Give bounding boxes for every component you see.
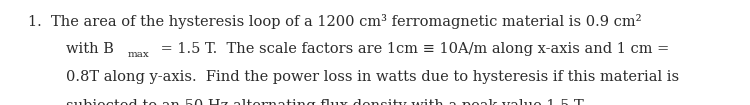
Text: 1.  The area of the hysteresis loop of a 1200 cm³ ferromagnetic material is 0.9 : 1. The area of the hysteresis loop of a … — [28, 14, 642, 29]
Text: with B: with B — [66, 42, 114, 56]
Text: 0.8T along y-axis.  Find the power loss in watts due to hysteresis if this mater: 0.8T along y-axis. Find the power loss i… — [66, 70, 680, 84]
Text: = 1.5 T.  The scale factors are 1cm ≡ 10A/m along x-axis and 1 cm =: = 1.5 T. The scale factors are 1cm ≡ 10A… — [156, 42, 669, 56]
Text: subjected to an 50 Hz alternating flux density with a peak value 1.5 T.: subjected to an 50 Hz alternating flux d… — [66, 99, 586, 105]
Text: max: max — [128, 50, 149, 59]
